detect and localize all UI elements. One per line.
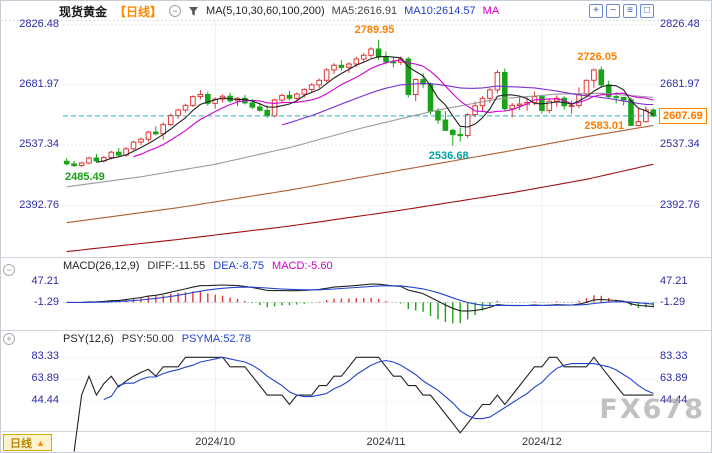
collapse-main-panel-icon[interactable]: −: [169, 5, 182, 17]
chart-toolbar: + − ≡ □: [589, 4, 654, 18]
ma5-value-label: MA5:2616.91: [331, 5, 398, 17]
psy-value: PSY:50.00: [121, 333, 174, 345]
macd-bar-value: MACD:-5.60: [272, 260, 333, 272]
main-gridlines: [1, 20, 711, 207]
indicator-filter-icon[interactable]: [188, 6, 199, 17]
psy-panel-toggle-icon[interactable]: +: [3, 333, 15, 345]
macd-panel-toggle-icon[interactable]: −: [3, 264, 15, 276]
ma-truncated-label: MA: [482, 5, 500, 17]
psyma-value: PSYMA:52.78: [181, 333, 251, 345]
month-gridlines: [214, 21, 543, 431]
pane-layout-icon[interactable]: ≡: [623, 4, 637, 18]
period-tag[interactable]: 【日线】: [114, 4, 163, 19]
ma-lines: [66, 55, 654, 253]
ma-settings-label[interactable]: MA(5,10,30,60,100,200): [206, 5, 325, 17]
psy-header: PSY(12,6) PSY:50.00 PSYMA:52.78: [63, 333, 251, 345]
macd-header: MACD(26,12,9) DIFF:-11.55 DEA:-8.75 MACD…: [63, 260, 333, 272]
zoom-out-icon[interactable]: −: [606, 4, 620, 18]
period-selector-label: 日线: [10, 437, 32, 450]
fx678-watermark: FX678: [599, 394, 705, 425]
fullscreen-icon[interactable]: □: [640, 4, 654, 18]
macd-lines: [66, 283, 654, 312]
zoom-in-icon[interactable]: +: [589, 4, 603, 18]
macd-title[interactable]: MACD(26,12,9): [63, 260, 140, 272]
psy-title[interactable]: PSY(12,6): [63, 333, 114, 345]
chart-header: 现货黄金 【日线】 − MA(5,10,30,60,100,200) MA5:2…: [59, 3, 499, 19]
last-price-tag: 2607.69: [659, 107, 707, 124]
macd-dea-value: DEA:-8.75: [213, 260, 265, 272]
period-selector-button[interactable]: 日线 ▲: [3, 434, 52, 451]
panel-separators: [1, 257, 711, 432]
macd-diff-value: DIFF:-11.55: [147, 260, 206, 272]
ma10-value-label: MA10:2614.57: [404, 5, 476, 17]
symbol-name[interactable]: 现货黄金: [59, 4, 108, 19]
psy-lines: [73, 356, 654, 452]
period-up-arrow-icon: ▲: [36, 437, 45, 448]
